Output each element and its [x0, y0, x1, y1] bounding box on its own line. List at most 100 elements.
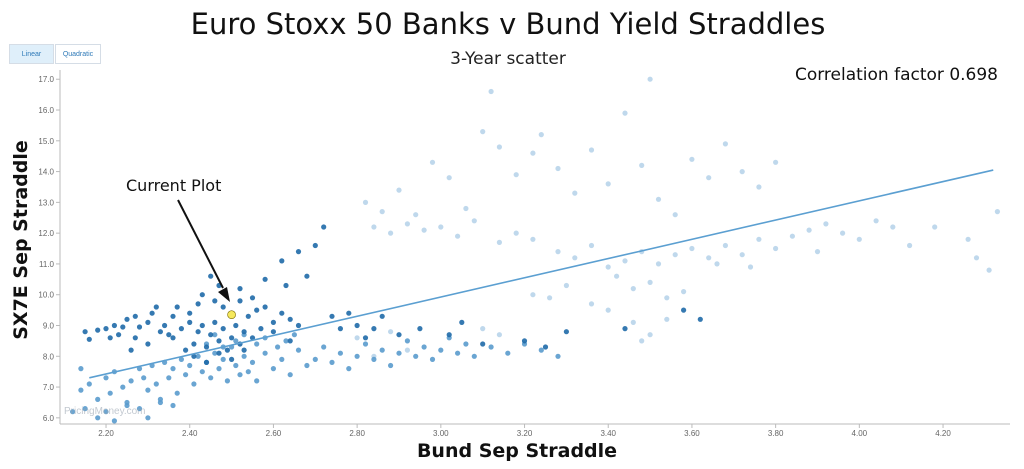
scatter-point	[605, 264, 611, 270]
scatter-point	[605, 181, 611, 187]
scatter-point	[413, 212, 419, 218]
scatter-point	[295, 322, 302, 329]
scatter-point	[157, 396, 163, 402]
scatter-point	[270, 329, 276, 335]
scatter-point	[388, 329, 394, 335]
scatter-point	[170, 335, 176, 341]
scatter-point	[773, 245, 779, 252]
scatter-point	[120, 384, 126, 390]
scatter-point	[681, 307, 687, 313]
scatter-point	[103, 375, 109, 381]
scatter-point	[86, 336, 92, 342]
scatter-point	[722, 242, 729, 249]
scatter-point	[547, 295, 553, 301]
scatter-point	[128, 347, 134, 353]
scatter-point	[279, 310, 285, 316]
scatter-point	[614, 273, 620, 279]
scatter-point	[275, 344, 281, 350]
scatter-point	[814, 249, 821, 255]
scatter-point	[346, 366, 352, 372]
scatter-point	[404, 338, 410, 344]
scatter-point	[208, 375, 214, 381]
y-tick-label: 13.0	[38, 198, 54, 207]
scatter-point	[823, 221, 829, 227]
scatter-point	[262, 276, 268, 282]
scatter-point	[279, 258, 285, 264]
scatter-point	[103, 326, 109, 332]
scatter-point	[191, 353, 197, 359]
scatter-point	[446, 175, 452, 181]
scatter-point	[295, 249, 302, 255]
scatter-point	[170, 313, 176, 319]
scatter-point	[312, 242, 318, 249]
scatter-point	[233, 362, 239, 369]
scatter-point	[191, 341, 197, 347]
x-tick-label: 4.20	[935, 429, 951, 438]
scatter-point	[166, 332, 172, 338]
scatter-point	[174, 390, 180, 396]
scatter-point	[496, 144, 502, 150]
x-tick-label: 3.00	[433, 429, 449, 438]
scatter-point	[890, 224, 896, 230]
scatter-point	[237, 298, 243, 304]
scatter-point	[95, 396, 101, 402]
scatter-point	[672, 252, 678, 258]
scatter-point	[178, 326, 184, 332]
annotation-arrowhead	[218, 287, 230, 302]
scatter-point	[170, 402, 176, 409]
quadratic-fit-button[interactable]: Quadratic	[55, 44, 101, 64]
scatter-point	[706, 255, 712, 261]
scatter-point	[463, 341, 469, 347]
scatter-point	[555, 353, 561, 359]
scatter-point	[756, 184, 762, 190]
scatter-point	[216, 350, 222, 356]
scatter-point	[220, 326, 226, 332]
scatter-point	[245, 369, 251, 375]
scatter-point	[396, 350, 402, 356]
scatter-point	[994, 209, 1001, 215]
scatter-point	[291, 332, 297, 338]
scatter-point	[530, 236, 536, 242]
scatter-point	[722, 141, 729, 147]
scatter-point	[153, 304, 159, 310]
scatter-point	[270, 366, 276, 372]
scatter-point	[199, 292, 205, 298]
scatter-points	[70, 76, 1001, 424]
scatter-point	[287, 338, 293, 344]
scatter-point	[241, 329, 247, 335]
scatter-point	[116, 332, 122, 338]
scatter-point	[279, 356, 285, 362]
scatter-point	[82, 406, 88, 412]
scatter-point	[287, 316, 293, 322]
x-tick-label: 3.80	[768, 429, 784, 438]
scatter-point	[78, 366, 84, 372]
scatter-point	[208, 273, 214, 279]
scatter-point	[354, 353, 360, 359]
scatter-point	[496, 332, 502, 338]
scatter-point	[212, 332, 218, 338]
scatter-point	[329, 313, 335, 319]
scatter-point	[572, 255, 578, 261]
scatter-point	[103, 409, 109, 415]
scatter-point	[304, 362, 310, 369]
scatter-point	[622, 110, 628, 116]
scatter-point	[295, 347, 302, 353]
scatter-point	[438, 347, 444, 353]
scatter-point	[471, 353, 477, 359]
scatter-point	[183, 347, 189, 353]
y-tick-label: 17.0	[38, 75, 54, 84]
scatter-point	[132, 335, 138, 341]
scatter-point	[362, 199, 369, 205]
scatter-point	[396, 187, 402, 193]
scatter-point	[237, 286, 243, 292]
scatter-point	[337, 350, 343, 356]
scatter-point	[233, 322, 239, 329]
scatter-point	[362, 341, 369, 347]
scatter-point	[241, 347, 247, 353]
scatter-point	[270, 319, 276, 325]
linear-fit-button[interactable]: Linear	[9, 44, 54, 64]
chart-title: Euro Stoxx 50 Banks v Bund Yield Straddl…	[191, 7, 826, 41]
current-point-marker	[227, 310, 236, 320]
scatter-point	[233, 338, 239, 344]
